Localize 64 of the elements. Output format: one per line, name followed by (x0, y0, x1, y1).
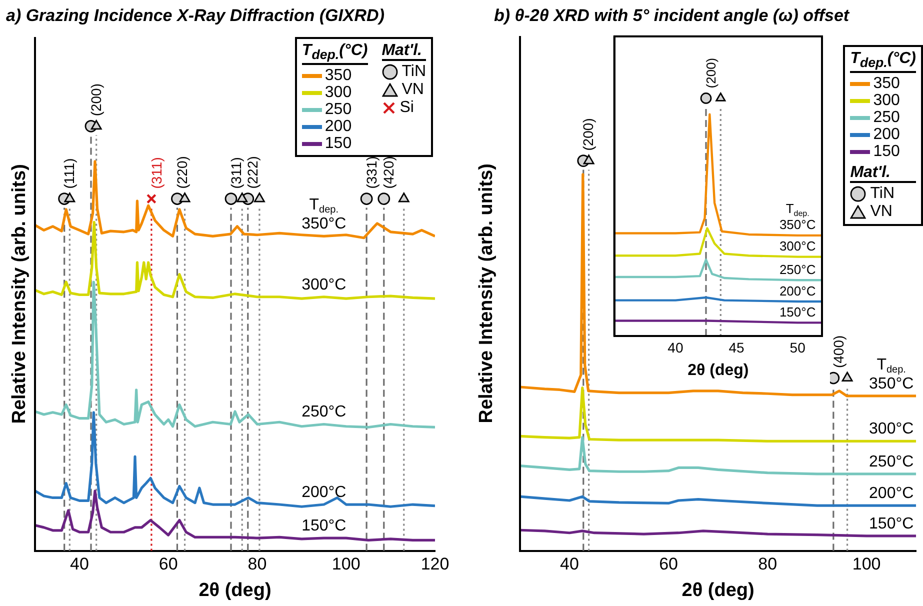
legend-label: 200 (873, 126, 900, 144)
annotation: 200°C (779, 283, 816, 298)
annotation: 200°C (869, 484, 914, 502)
annotation: 350°C (302, 216, 346, 233)
legend-label: Si (400, 99, 414, 116)
legend-label: 200 (324, 118, 352, 136)
x-axis-title: 2θ (deg) (198, 580, 272, 601)
annotation: (111) (61, 158, 78, 189)
legend-label: 350 (324, 67, 352, 84)
legend-label: VN (402, 81, 424, 98)
legend-label: 250 (324, 101, 352, 118)
annotation: 150°C (302, 517, 346, 534)
legend-label: 150 (324, 135, 352, 152)
chart-title: a) Grazing Incidence X-Ray Diffraction (GIXRD) (6, 6, 384, 26)
legend-label: VN (870, 203, 892, 220)
legend-label: 150 (873, 143, 900, 160)
y-axis-title: Relative Intensity (arb. units) (476, 164, 498, 424)
annotation: 250°C (302, 404, 346, 421)
annotation: (311) (148, 157, 164, 189)
annotation: 300°C (779, 238, 816, 254)
x-tick-label: 120 (420, 554, 450, 574)
x-tick-label: 45 (728, 339, 745, 356)
annotation: 350°C (869, 375, 914, 392)
x-tick-label: 40 (668, 339, 684, 356)
annotation: (331) (363, 156, 380, 189)
annotation: (220) (174, 156, 190, 189)
annotation: 250°C (869, 453, 914, 470)
y-axis-title: Relative Intensity (arb. units) (9, 164, 30, 424)
annotation: 200°C (302, 484, 346, 501)
x-tick-label: 40 (560, 554, 579, 574)
legend-label: 250 (873, 109, 900, 126)
annotation: (200) (704, 58, 719, 88)
x-axis-title: 2θ (deg) (688, 362, 749, 379)
annotation: 300°C (869, 420, 914, 438)
x-tick-label: 60 (158, 554, 178, 574)
annotation: 150°C (869, 515, 914, 532)
legend-title: T$_{dep.}$(°C) (302, 42, 368, 66)
text: Mat'l. (382, 42, 426, 61)
chart-title: b) θ-2θ XRD with 5° incident angle (ω) offset (494, 6, 850, 26)
annotation: (222) (244, 156, 261, 189)
x-tick-label: 50 (790, 339, 806, 356)
annotation: (200) (580, 118, 596, 151)
legend-label: 350 (873, 75, 900, 92)
annotation: Mat'l. (850, 164, 916, 184)
annotation: 300°C (302, 276, 346, 294)
annotation: (400) (830, 335, 846, 368)
x-tick-label: 80 (758, 554, 778, 574)
x-tick-label: 60 (659, 554, 678, 574)
annotation: 350°C (779, 217, 816, 232)
annotation: (311) (228, 157, 244, 189)
annotation: 150°C (779, 304, 816, 320)
legend-label: 300 (324, 84, 352, 102)
x-tick-label: 100 (852, 554, 881, 574)
annotation: 250°C (779, 262, 816, 277)
x-axis-title: 2θ (deg) (682, 580, 754, 601)
annotation: (420) (380, 156, 397, 189)
x-tick-label: 40 (70, 554, 89, 574)
x-tick-label: 100 (332, 554, 360, 574)
legend-label: TiN (402, 63, 426, 80)
x-tick-label: 80 (248, 554, 267, 574)
legend-title: T$_{dep.}$(°C) (850, 50, 916, 74)
legend-label: TiN (870, 185, 894, 202)
legend-label: 300 (873, 92, 900, 110)
annotation: (200) (88, 83, 104, 116)
